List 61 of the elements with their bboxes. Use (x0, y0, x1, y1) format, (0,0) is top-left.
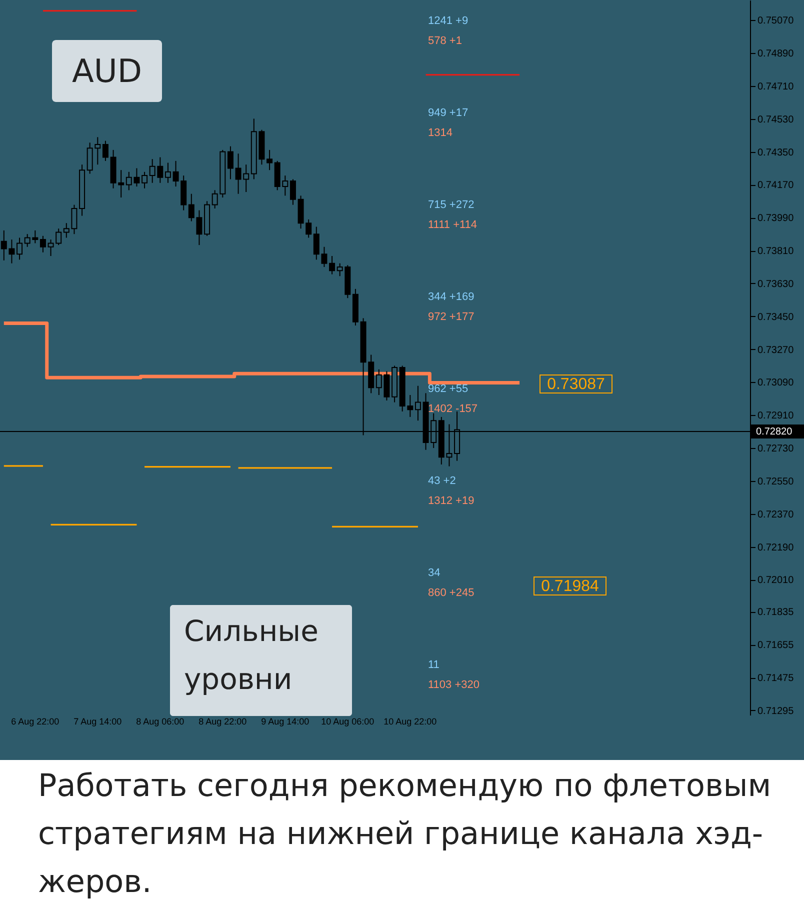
y-tick-label: 0.74530 (758, 114, 794, 126)
y-tick-label: 0.74350 (758, 147, 794, 158)
annotation: Сильные уровни (184, 614, 318, 696)
annotation: 715 +272 (428, 199, 474, 211)
annotation: 1111 +114 (428, 219, 478, 231)
y-tick-label: 0.72190 (758, 542, 794, 554)
annotation: 949 +17 (428, 107, 468, 119)
candlestick (290, 178, 296, 206)
y-tick-label: 0.72910 (758, 410, 794, 422)
annotation: 43 +2 (428, 475, 456, 487)
annotation: 1103 +320 (428, 679, 480, 691)
ref-line-label: 0.72820 (756, 426, 793, 438)
candlestick (266, 149, 273, 171)
annotation: 578 +1 (428, 35, 462, 47)
x-tick-label: 10 Aug 06:00 (321, 716, 374, 726)
text: AUD (72, 52, 142, 90)
candlestick (329, 256, 336, 275)
y-tick-label: 0.71295 (758, 706, 794, 717)
candlestick (16, 237, 23, 260)
y-tick-label: 0.73450 (758, 312, 794, 323)
y-tick-label: 0.73990 (758, 213, 794, 224)
annotation: 962 +55 (428, 383, 468, 395)
y-tick-label: 0.74890 (758, 48, 794, 60)
annotation: 1314 (428, 127, 452, 139)
annotation: 0.73087 (547, 376, 606, 393)
y-tick-label: 0.71835 (758, 607, 794, 618)
candlestick (142, 171, 148, 189)
y-tick-label: 0.71475 (758, 673, 794, 684)
candlestick (414, 385, 421, 422)
annotation: 1312 +19 (428, 495, 474, 507)
y-tick-label: 0.72550 (758, 476, 794, 488)
x-tick-label: 8 Aug 22:00 (198, 716, 247, 726)
y-tick-label: 0.75070 (758, 16, 794, 27)
y-tick-label: 0.73630 (758, 278, 794, 290)
y-tick-label: 0.73270 (758, 344, 794, 356)
candlestick (164, 162, 171, 184)
annotation: 11 (428, 659, 440, 671)
x-tick-label: 9 Aug 14:00 (261, 716, 310, 726)
candlestick (40, 235, 46, 253)
y-tick-label: 0.72370 (758, 509, 794, 520)
annotation: 1241 +9 (428, 15, 468, 27)
candlestick (102, 140, 108, 162)
text: Работать сегодня рекомендую по флетовым стратегиям на нижней границе канала хэд-жеров. (38, 768, 772, 900)
x-tick-label: 10 Aug 22:00 (384, 716, 437, 726)
annotation: 860 +245 (428, 587, 474, 599)
annotation: 344 +169 (428, 291, 474, 303)
y-tick-label: 0.74170 (758, 180, 794, 192)
annotation: 0.71984 (541, 578, 600, 595)
annotation: 1402 -157 (428, 403, 478, 415)
y-tick-label: 0.72730 (758, 444, 794, 455)
y-tick-label: 0.73810 (758, 246, 794, 258)
y-tick-label: 0.72010 (758, 575, 794, 586)
y-tick-label: 0.74710 (758, 81, 794, 92)
x-tick-label: 6 Aug 22:00 (11, 716, 60, 726)
annotation: 34 (428, 567, 440, 579)
y-tick-label: 0.71655 (758, 640, 794, 652)
annotation: 972 +177 (428, 311, 474, 323)
candlestick (227, 146, 234, 180)
y-tick-label: 0.73090 (758, 378, 794, 389)
x-tick-label: 7 Aug 14:00 (74, 716, 122, 726)
x-tick-label: 8 Aug 06:00 (136, 716, 184, 726)
